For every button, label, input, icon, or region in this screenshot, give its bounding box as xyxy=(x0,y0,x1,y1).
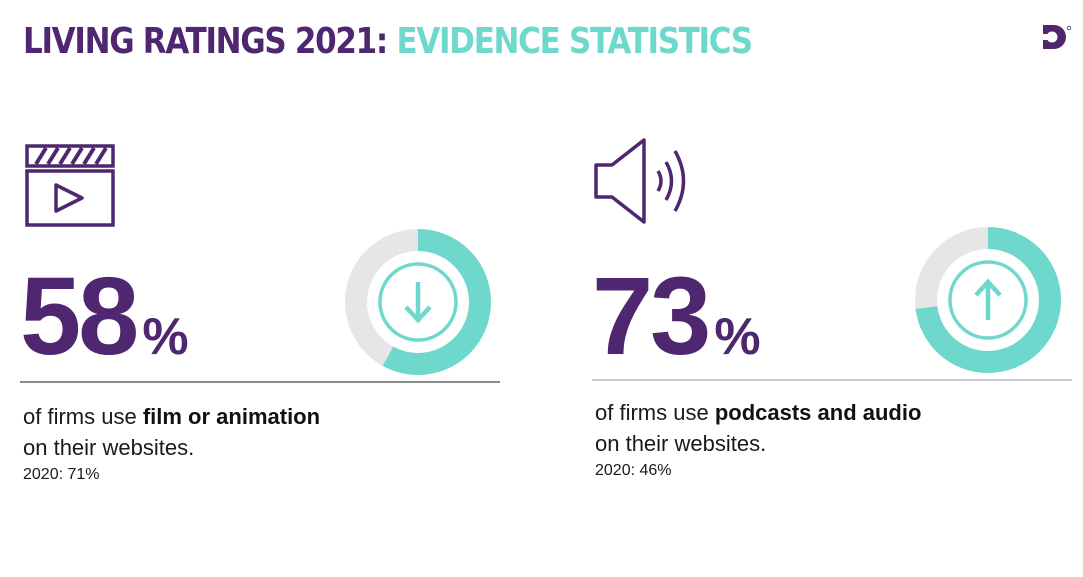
stat-value: 58% xyxy=(20,255,189,378)
title-part-1: LIVING RATINGS 2021: xyxy=(23,21,388,62)
video-clapperboard-icon xyxy=(25,144,115,227)
title-part-2: EVIDENCE STATISTICS xyxy=(396,21,754,62)
stat-value: 73% xyxy=(592,255,761,378)
stat-description: of firms use podcasts and audio on their… xyxy=(595,400,922,456)
progress-ring xyxy=(345,229,491,375)
previous-year-value: 2020: 46% xyxy=(595,462,672,479)
page-title: LIVING RATINGS 2021: EVIDENCE STATISTICS xyxy=(23,21,754,62)
divider xyxy=(20,381,500,383)
progress-ring xyxy=(915,227,1061,373)
arrow-down-icon xyxy=(404,282,432,324)
arrow-up-icon xyxy=(974,278,1002,320)
previous-year-value: 2020: 71% xyxy=(23,466,100,483)
stat-description: of firms use film or animation on their … xyxy=(23,404,321,460)
divider xyxy=(592,379,1072,381)
brand-logo-icon xyxy=(1043,25,1072,49)
speaker-audio-icon xyxy=(594,138,686,224)
